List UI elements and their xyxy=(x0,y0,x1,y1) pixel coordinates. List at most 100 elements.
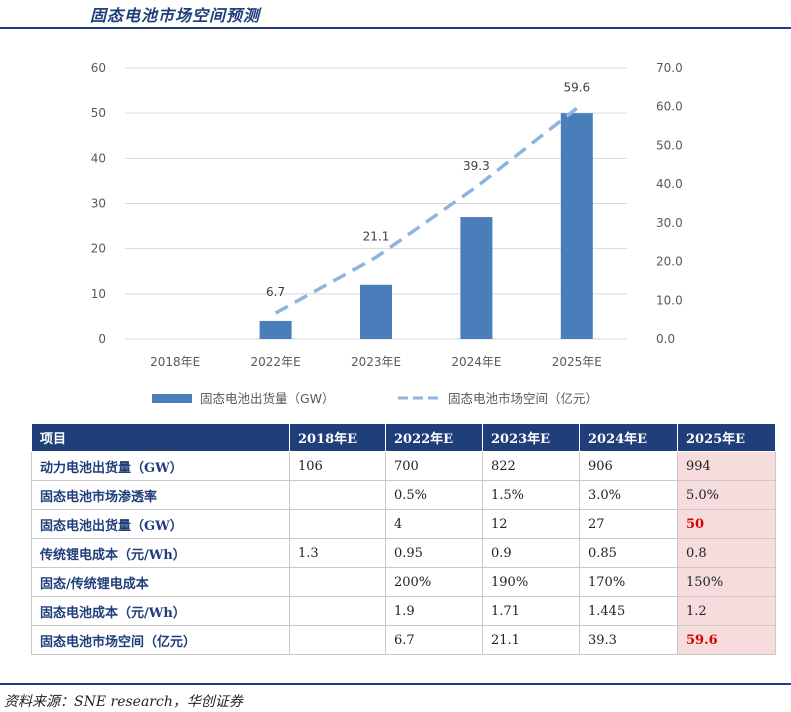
col-header: 2018年E xyxy=(289,423,386,452)
table-cell: 0.8 xyxy=(677,538,776,568)
right-tick-label: 10.0 xyxy=(656,293,683,307)
category-label: 2023年E xyxy=(351,355,401,369)
right-tick-label: 20.0 xyxy=(656,255,683,269)
bar xyxy=(560,113,593,340)
left-tick-label: 30 xyxy=(91,197,106,211)
table-row: 传统锂电成本（元/Wh） 1.3 0.95 0.9 0.85 0.8 xyxy=(31,538,776,568)
row-label: 传统锂电成本（元/Wh） xyxy=(31,538,290,568)
table-cell: 106 xyxy=(289,451,386,481)
table-cell: 1.5% xyxy=(482,480,580,510)
bar xyxy=(360,284,392,339)
table-cell: 1.445 xyxy=(579,596,678,626)
table-cell xyxy=(289,509,386,539)
right-tick-label: 60.0 xyxy=(656,100,683,114)
table-cell: 700 xyxy=(385,451,483,481)
left-tick-label: 50 xyxy=(91,106,106,120)
line-data-label: 6.7 xyxy=(266,285,285,299)
table-cell: 1.9 xyxy=(385,596,483,626)
right-tick-label: 50.0 xyxy=(656,138,683,152)
table-cell: 822 xyxy=(482,451,580,481)
left-tick-label: 10 xyxy=(91,287,106,301)
page-title: 固态电池市场空间预测 xyxy=(90,6,261,25)
right-tick-label: 70.0 xyxy=(656,61,683,75)
table-cell: 0.9 xyxy=(482,538,580,568)
table-cell: 12 xyxy=(482,509,580,539)
left-tick-label: 0 xyxy=(98,332,106,346)
col-header: 2025年E xyxy=(677,423,776,452)
table-cell: 200% xyxy=(385,567,483,597)
line-data-label: 39.3 xyxy=(463,159,490,173)
category-label: 2018年E xyxy=(150,355,200,369)
table-cell: 150% xyxy=(677,567,776,597)
legend-line-label: 固态电池市场空间（亿元） xyxy=(448,391,598,406)
row-label: 固态电池市场空间（亿元） xyxy=(31,625,290,655)
table-cell: 27 xyxy=(579,509,678,539)
market-space-line xyxy=(274,106,578,315)
bar xyxy=(460,217,493,339)
gridlines xyxy=(125,67,627,340)
col-header: 2022年E xyxy=(385,423,483,452)
left-tick-label: 20 xyxy=(91,242,106,256)
line-series xyxy=(274,106,578,315)
left-tick-label: 40 xyxy=(91,151,106,165)
bar xyxy=(259,320,292,339)
col-header: 2024年E xyxy=(579,423,678,452)
line-data-label: 21.1 xyxy=(363,229,390,243)
col-header: 项目 xyxy=(31,423,290,452)
right-axis-ticks: 0.0 10.0 20.0 30.0 40.0 50.0 60.0 70.0 xyxy=(656,61,683,346)
col-header: 2023年E xyxy=(482,423,580,452)
row-label: 固态电池成本（元/Wh） xyxy=(31,596,290,626)
table-cell: 50 xyxy=(677,509,776,539)
table-cell: 0.85 xyxy=(579,538,678,568)
line-data-label: 59.6 xyxy=(563,80,590,94)
table-row: 固态/传统锂电成本 200% 190% 170% 150% xyxy=(31,567,776,597)
row-label: 动力电池出货量（GW） xyxy=(31,451,290,481)
table-cell: 5.0% xyxy=(677,480,776,510)
table-row: 固态电池出货量（GW） 4 12 27 50 xyxy=(31,509,776,539)
table-row: 动力电池出货量（GW） 106 700 822 906 994 xyxy=(31,451,776,481)
table-row: 固态电池市场空间（亿元） 6.7 21.1 39.3 59.6 xyxy=(31,625,776,655)
table-cell: 994 xyxy=(677,451,776,481)
combo-chart: 0 10 20 30 40 50 60 0.0 10.0 20.0 30.0 40.0 50.0 60.… xyxy=(91,61,683,406)
left-tick-label: 60 xyxy=(91,61,106,75)
legend: 固态电池出货量（GW） 固态电池市场空间（亿元） xyxy=(152,391,598,406)
right-tick-label: 0.0 xyxy=(656,332,675,346)
table-cell xyxy=(289,596,386,626)
table-header-row: 项目 2018年E 2022年E 2023年E 2024年E 2025年E xyxy=(31,423,776,452)
table-cell: 1.71 xyxy=(482,596,580,626)
forecast-table: 项目 2018年E 2022年E 2023年E 2024年E 2025年E 动力… xyxy=(31,423,776,655)
right-tick-label: 30.0 xyxy=(656,216,683,230)
table-cell: 906 xyxy=(579,451,678,481)
table-cell: 39.3 xyxy=(579,625,678,655)
legend-bar-label: 固态电池出货量（GW） xyxy=(200,391,335,406)
table-row: 固态电池成本（元/Wh） 1.9 1.71 1.445 1.2 xyxy=(31,596,776,626)
right-tick-label: 40.0 xyxy=(656,177,683,191)
left-axis-ticks: 0 10 20 30 40 50 60 xyxy=(91,61,106,346)
category-label: 2025年E xyxy=(552,355,602,369)
table-cell: 1.2 xyxy=(677,596,776,626)
table-row: 固态电池市场渗透率 0.5% 1.5% 3.0% 5.0% xyxy=(31,480,776,510)
table-cell: 190% xyxy=(482,567,580,597)
category-label: 2022年E xyxy=(251,355,301,369)
table-cell: 170% xyxy=(579,567,678,597)
table-cell xyxy=(289,625,386,655)
line-data-labels: 6.7 21.1 39.3 59.6 xyxy=(266,80,590,299)
category-labels: 2018年E 2022年E 2023年E 2024年E 2025年E xyxy=(150,355,602,369)
table-cell: 3.0% xyxy=(579,480,678,510)
table-cell: 0.95 xyxy=(385,538,483,568)
title-rule xyxy=(0,27,791,29)
table-cell: 6.7 xyxy=(385,625,483,655)
row-label: 固态电池市场渗透率 xyxy=(31,480,290,510)
table-cell: 21.1 xyxy=(482,625,580,655)
row-label: 固态/传统锂电成本 xyxy=(31,567,290,597)
table-cell: 59.6 xyxy=(677,625,776,655)
table-cell: 4 xyxy=(385,509,483,539)
table-cell xyxy=(289,567,386,597)
table-cell xyxy=(289,480,386,510)
bar-series xyxy=(259,113,593,340)
category-label: 2024年E xyxy=(451,355,501,369)
footer-rule xyxy=(0,683,791,685)
table-cell: 1.3 xyxy=(289,538,386,568)
legend-bar-swatch xyxy=(152,394,192,403)
row-label: 固态电池出货量（GW） xyxy=(31,509,290,539)
